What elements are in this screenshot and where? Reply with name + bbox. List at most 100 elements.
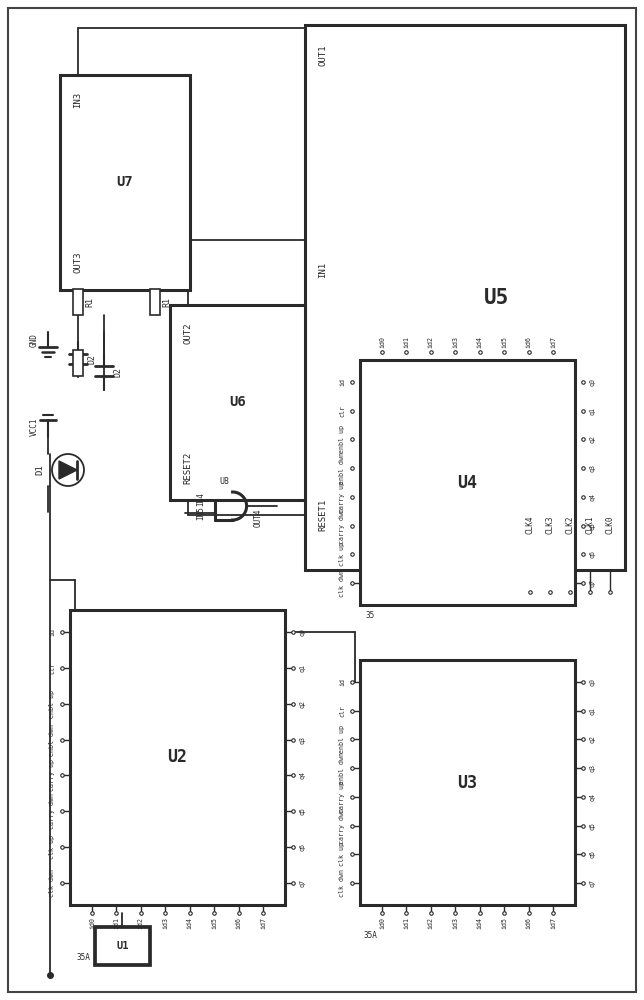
Text: enbl up: enbl up bbox=[339, 725, 345, 753]
Text: enbl dwn: enbl dwn bbox=[49, 724, 55, 756]
Text: id: id bbox=[339, 378, 345, 386]
Text: GND: GND bbox=[30, 333, 39, 347]
Text: U6: U6 bbox=[229, 395, 246, 410]
Bar bbox=[360, 660, 575, 905]
Text: id4: id4 bbox=[477, 917, 483, 929]
Bar bbox=[95, 927, 150, 965]
Text: U7: U7 bbox=[117, 176, 133, 190]
Text: D2: D2 bbox=[113, 367, 122, 377]
Text: enbl dwn: enbl dwn bbox=[339, 752, 345, 784]
Text: enbl up: enbl up bbox=[49, 690, 55, 718]
Text: CLK4: CLK4 bbox=[526, 516, 535, 534]
Text: RESET2: RESET2 bbox=[184, 452, 193, 484]
Text: id0: id0 bbox=[89, 917, 95, 929]
Text: id0: id0 bbox=[379, 917, 385, 929]
Bar bbox=[360, 360, 575, 605]
Text: q4: q4 bbox=[590, 493, 596, 501]
Bar bbox=[150, 289, 160, 315]
Text: id5: id5 bbox=[501, 917, 507, 929]
Text: q4: q4 bbox=[590, 793, 596, 801]
Text: id: id bbox=[339, 678, 345, 686]
Text: U8: U8 bbox=[220, 478, 230, 487]
Text: clr: clr bbox=[339, 705, 345, 717]
Text: CLK0: CLK0 bbox=[605, 516, 614, 534]
Text: id: id bbox=[49, 628, 55, 636]
Text: D1: D1 bbox=[35, 465, 44, 475]
Text: carry dwn: carry dwn bbox=[49, 793, 55, 829]
Text: id3: id3 bbox=[452, 336, 459, 348]
Text: U4: U4 bbox=[457, 474, 477, 491]
Text: id4: id4 bbox=[477, 336, 483, 348]
Text: q7: q7 bbox=[590, 579, 596, 587]
Text: q1: q1 bbox=[590, 707, 596, 715]
Text: id3: id3 bbox=[452, 917, 459, 929]
Text: q5: q5 bbox=[590, 822, 596, 830]
Text: CLK3: CLK3 bbox=[545, 516, 554, 534]
Text: U1: U1 bbox=[117, 941, 129, 951]
Text: id6: id6 bbox=[526, 917, 531, 929]
Text: clk up: clk up bbox=[339, 542, 345, 566]
Text: OUT3: OUT3 bbox=[73, 251, 82, 273]
Text: id2: id2 bbox=[138, 917, 144, 929]
Text: IN3: IN3 bbox=[73, 92, 82, 108]
Text: id0: id0 bbox=[379, 336, 385, 348]
Text: clk dwn: clk dwn bbox=[339, 869, 345, 897]
Text: carry dwn: carry dwn bbox=[339, 808, 345, 844]
Text: carry up: carry up bbox=[339, 481, 345, 513]
Text: CLK1: CLK1 bbox=[585, 516, 594, 534]
Text: D2: D2 bbox=[88, 354, 97, 364]
Text: id5: id5 bbox=[211, 917, 217, 929]
Bar bbox=[170, 305, 305, 500]
Text: RESET1: RESET1 bbox=[319, 499, 328, 531]
Bar bbox=[73, 350, 83, 376]
Text: id2: id2 bbox=[428, 336, 434, 348]
Text: id1: id1 bbox=[113, 917, 119, 929]
Bar bbox=[305, 25, 625, 570]
Text: q6: q6 bbox=[300, 843, 306, 851]
Text: IN4: IN4 bbox=[196, 492, 205, 506]
Text: R1: R1 bbox=[86, 297, 95, 307]
Text: IN1: IN1 bbox=[319, 262, 328, 278]
Text: OUT1: OUT1 bbox=[319, 44, 328, 66]
Text: U2: U2 bbox=[167, 748, 187, 766]
Text: enbl up: enbl up bbox=[339, 425, 345, 453]
Text: U5: U5 bbox=[484, 288, 509, 308]
Text: 35A: 35A bbox=[363, 930, 377, 940]
Text: q2: q2 bbox=[590, 735, 596, 743]
Text: id7: id7 bbox=[260, 917, 266, 929]
Text: clr: clr bbox=[49, 662, 55, 674]
Bar bbox=[73, 289, 83, 315]
Text: q1: q1 bbox=[590, 407, 596, 415]
Text: IN5: IN5 bbox=[196, 506, 205, 520]
Text: OUT4: OUT4 bbox=[254, 509, 263, 527]
Text: q2: q2 bbox=[590, 435, 596, 443]
Text: id1: id1 bbox=[403, 336, 410, 348]
Text: clk dwn: clk dwn bbox=[49, 869, 55, 897]
Text: q6: q6 bbox=[590, 850, 596, 858]
Text: q5: q5 bbox=[590, 522, 596, 530]
Text: id3: id3 bbox=[162, 917, 168, 929]
Text: U3: U3 bbox=[457, 774, 477, 792]
Text: carry up: carry up bbox=[49, 759, 55, 791]
Text: q3: q3 bbox=[590, 464, 596, 472]
Text: q5: q5 bbox=[300, 807, 306, 815]
Text: id6: id6 bbox=[526, 336, 531, 348]
Text: id7: id7 bbox=[550, 917, 556, 929]
Text: 35: 35 bbox=[365, 610, 375, 619]
Text: q0: q0 bbox=[590, 678, 596, 686]
Text: carry dwn: carry dwn bbox=[339, 508, 345, 544]
Text: id7: id7 bbox=[550, 336, 556, 348]
Text: id1: id1 bbox=[403, 917, 410, 929]
Text: R1: R1 bbox=[162, 297, 171, 307]
Text: OUT2: OUT2 bbox=[184, 322, 193, 344]
Text: q7: q7 bbox=[590, 879, 596, 887]
Text: CLK2: CLK2 bbox=[565, 516, 574, 534]
Bar bbox=[70, 610, 285, 905]
Bar bbox=[60, 75, 190, 290]
Text: enbl dwn: enbl dwn bbox=[339, 452, 345, 484]
Text: id4: id4 bbox=[187, 917, 193, 929]
Text: q2: q2 bbox=[300, 700, 306, 708]
Text: id2: id2 bbox=[428, 917, 434, 929]
Polygon shape bbox=[59, 461, 77, 479]
Text: q3: q3 bbox=[300, 736, 306, 744]
